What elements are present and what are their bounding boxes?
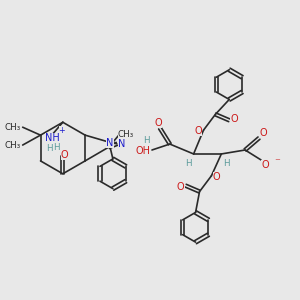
Text: ⁻: ⁻ (274, 157, 280, 167)
Text: CH₃: CH₃ (4, 123, 21, 132)
Text: O: O (154, 118, 162, 128)
Text: H: H (143, 136, 149, 145)
Text: OH: OH (136, 146, 151, 156)
Text: CH₃: CH₃ (118, 130, 134, 139)
Text: O: O (195, 126, 203, 136)
Text: O: O (259, 128, 267, 138)
Text: N: N (118, 139, 125, 149)
Text: +: + (58, 126, 65, 135)
Text: NH: NH (44, 133, 59, 143)
Text: O: O (177, 182, 184, 192)
Text: N: N (106, 138, 114, 148)
Text: H: H (223, 159, 230, 168)
Text: CH₃: CH₃ (4, 140, 21, 149)
Text: O: O (61, 150, 69, 160)
Text: H: H (185, 159, 192, 168)
Text: O: O (261, 160, 269, 170)
Text: H: H (54, 142, 60, 152)
Text: H: H (46, 143, 52, 152)
Text: O: O (213, 172, 220, 182)
Text: O: O (230, 114, 238, 124)
